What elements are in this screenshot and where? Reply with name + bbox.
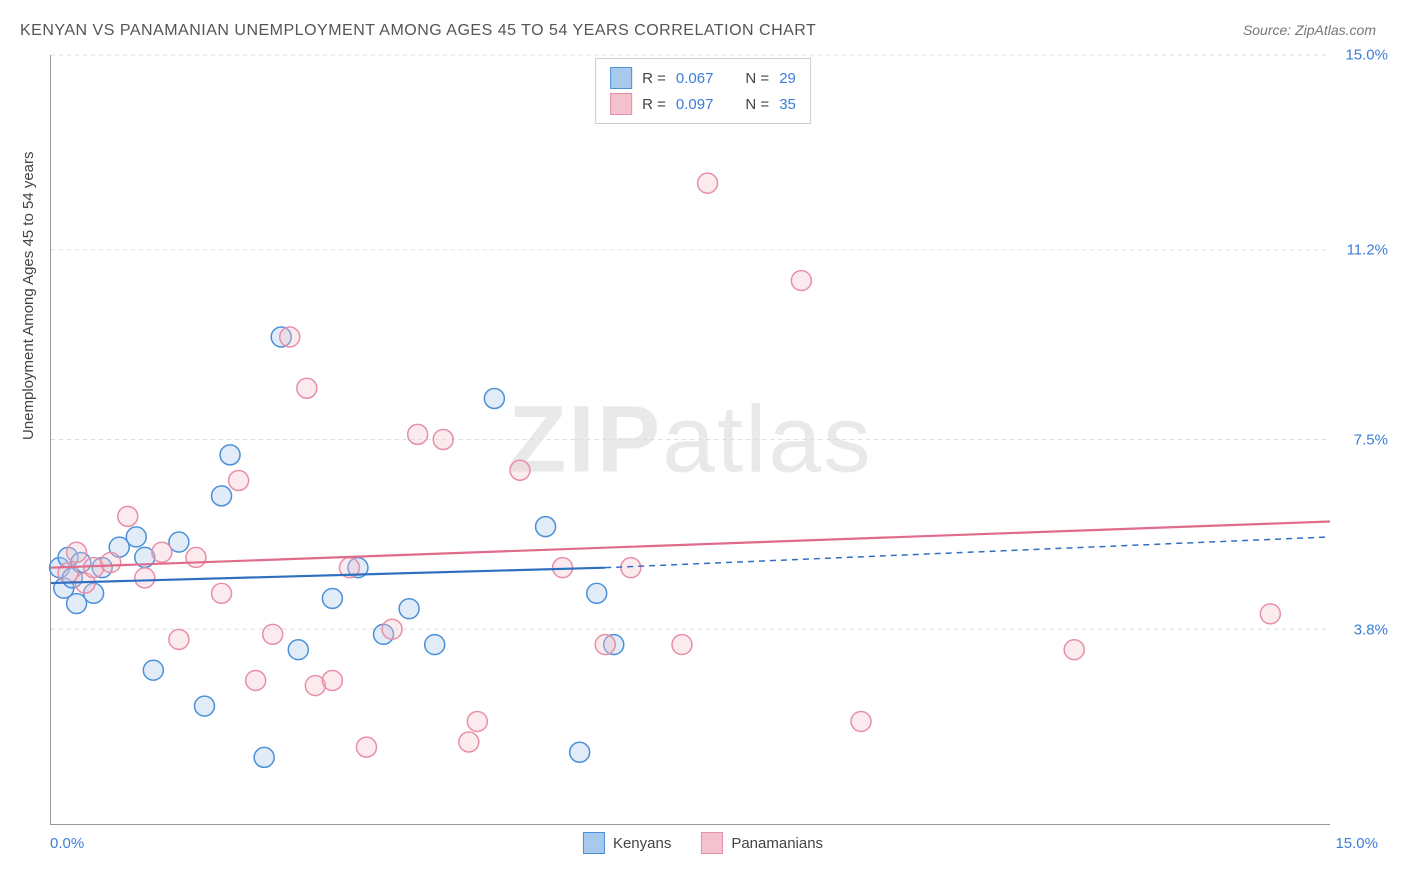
plot-area: ZIPatlas	[50, 55, 1330, 825]
r-value: 0.097	[676, 96, 714, 113]
scatter-point	[118, 506, 138, 526]
chart-container: KENYAN VS PANAMANIAN UNEMPLOYMENT AMONG …	[0, 0, 1406, 892]
scatter-point	[169, 629, 189, 649]
scatter-point	[212, 486, 232, 506]
scatter-point	[297, 378, 317, 398]
scatter-point	[280, 327, 300, 347]
scatter-point	[212, 583, 232, 603]
legend-series-item: Kenyans	[583, 832, 671, 854]
scatter-point	[356, 737, 376, 757]
y-axis-label: Unemployment Among Ages 45 to 54 years	[20, 151, 37, 440]
scatter-point	[595, 635, 615, 655]
scatter-point	[484, 388, 504, 408]
x-tick-min: 0.0%	[50, 835, 84, 852]
scatter-point	[425, 635, 445, 655]
y-tick-label: 3.8%	[1354, 621, 1388, 638]
r-label: R =	[642, 96, 666, 113]
source-attribution: Source: ZipAtlas.com	[1243, 22, 1376, 38]
scatter-point	[152, 542, 172, 562]
scatter-point	[399, 599, 419, 619]
plot-svg	[51, 55, 1330, 824]
legend-swatch	[610, 93, 632, 115]
scatter-point	[672, 635, 692, 655]
x-tick-max: 15.0%	[1335, 835, 1378, 852]
regression-line	[51, 568, 605, 583]
legend-swatch	[583, 832, 605, 854]
legend-series: Kenyans Panamanians	[583, 832, 823, 854]
scatter-point	[67, 542, 87, 562]
scatter-point	[135, 568, 155, 588]
scatter-point	[536, 517, 556, 537]
legend-series-item: Panamanians	[701, 832, 823, 854]
legend-series-label: Panamanians	[731, 835, 823, 852]
n-value: 29	[779, 70, 796, 87]
scatter-point	[194, 696, 214, 716]
scatter-point	[1260, 604, 1280, 624]
scatter-point	[570, 742, 590, 762]
scatter-point	[220, 445, 240, 465]
n-label: N =	[745, 70, 769, 87]
legend-swatch	[701, 832, 723, 854]
regression-line-extrapolated	[605, 537, 1330, 568]
y-tick-label: 7.5%	[1354, 432, 1388, 449]
scatter-point	[408, 424, 428, 444]
scatter-point	[851, 711, 871, 731]
scatter-point	[143, 660, 163, 680]
y-tick-label: 11.2%	[1347, 242, 1388, 259]
scatter-point	[433, 430, 453, 450]
scatter-point	[467, 711, 487, 731]
scatter-point	[186, 547, 206, 567]
scatter-point	[621, 558, 641, 578]
scatter-point	[229, 471, 249, 491]
r-value: 0.067	[676, 70, 714, 87]
scatter-point	[698, 173, 718, 193]
legend-stats: R = 0.067 N = 29 R = 0.097 N = 35	[595, 58, 811, 124]
legend-swatch	[610, 67, 632, 89]
scatter-point	[322, 588, 342, 608]
scatter-point	[263, 624, 283, 644]
scatter-point	[587, 583, 607, 603]
n-label: N =	[745, 96, 769, 113]
n-value: 35	[779, 96, 796, 113]
scatter-point	[288, 640, 308, 660]
scatter-point	[322, 670, 342, 690]
scatter-point	[459, 732, 479, 752]
legend-stat-row: R = 0.067 N = 29	[610, 65, 796, 91]
y-tick-label: 15.0%	[1345, 47, 1388, 64]
scatter-point	[382, 619, 402, 639]
scatter-point	[126, 527, 146, 547]
scatter-point	[510, 460, 530, 480]
scatter-point	[246, 670, 266, 690]
chart-title: KENYAN VS PANAMANIAN UNEMPLOYMENT AMONG …	[20, 22, 816, 40]
scatter-point	[254, 747, 274, 767]
r-label: R =	[642, 70, 666, 87]
scatter-point	[1064, 640, 1084, 660]
scatter-point	[101, 553, 121, 573]
scatter-point	[791, 271, 811, 291]
legend-stat-row: R = 0.097 N = 35	[610, 91, 796, 117]
legend-series-label: Kenyans	[613, 835, 671, 852]
